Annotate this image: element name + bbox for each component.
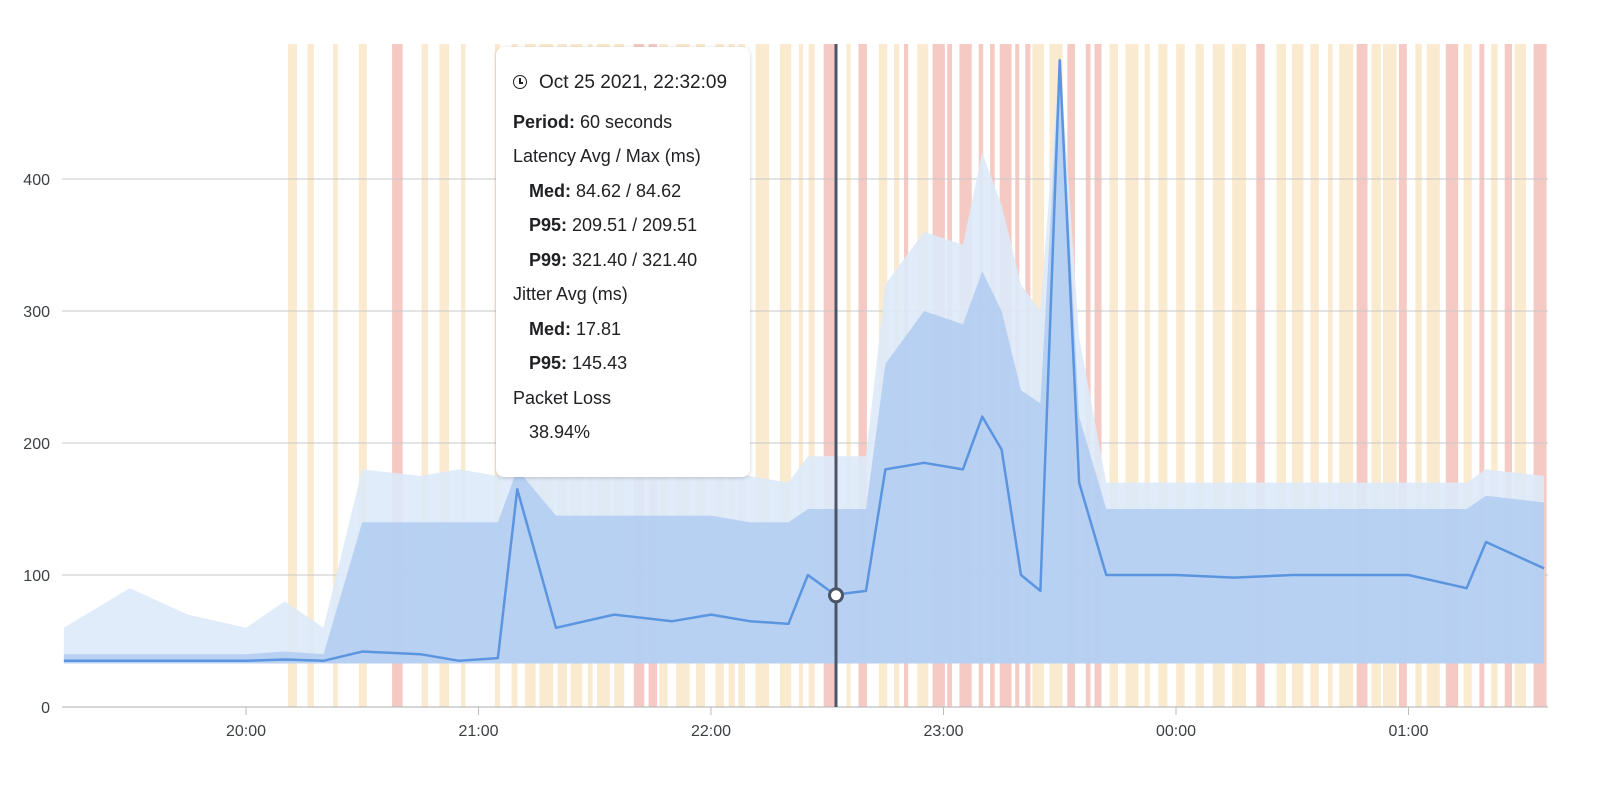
svg-text:400: 400 xyxy=(23,172,50,189)
latency-p95-row: P95: 209.51 / 209.51 xyxy=(513,216,750,251)
hover-tooltip: Oct 25 2021, 22:32:09 Period: 60 seconds… xyxy=(496,47,750,477)
latency-p99-label: P99: xyxy=(529,249,568,270)
svg-text:00:00: 00:00 xyxy=(1156,723,1196,740)
jitter-med-label: Med: xyxy=(529,318,571,339)
latency-header: Latency Avg / Max (ms) xyxy=(513,146,701,166)
svg-text:22:00: 22:00 xyxy=(691,723,731,740)
latency-p95-value: 209.51 / 209.51 xyxy=(572,215,698,235)
packet-loss-value: 38.94% xyxy=(529,422,591,442)
hover-cursor[interactable] xyxy=(828,44,844,707)
tooltip-timestamp-row: Oct 25 2021, 22:32:09 xyxy=(513,73,750,108)
latency-p99-row: P99: 321.40 / 321.40 xyxy=(513,251,750,286)
latency-bands xyxy=(63,53,1545,664)
jitter-p95-value: 145.43 xyxy=(572,353,628,373)
tooltip-timestamp: Oct 25 2021, 22:32:09 xyxy=(539,72,728,93)
packet-loss-header: Packet Loss xyxy=(513,387,612,408)
jitter-p95-row: P95: 145.43 xyxy=(513,354,750,389)
jitter-med-value: 17.81 xyxy=(576,318,622,339)
latency-p99-value: 321.40 / 321.40 xyxy=(572,249,698,270)
median-latency-line xyxy=(63,58,1545,663)
jitter-med-row: Med: 17.81 xyxy=(513,320,750,355)
period-value: 60 seconds xyxy=(580,111,673,132)
jitter-p95-label: P95: xyxy=(529,353,568,373)
clock-icon xyxy=(513,75,527,89)
svg-text:23:00: 23:00 xyxy=(923,723,963,740)
latency-med-row: Med: 84.62 / 84.62 xyxy=(513,182,750,217)
period-label: Period: xyxy=(513,111,576,132)
latency-p95-label: P95: xyxy=(529,215,568,235)
axes: 0 100 200 300 400 20:00 21:00 22:00 23:00 00:00 01… xyxy=(23,172,1548,740)
tooltip-period-row: Period: 60 seconds xyxy=(513,113,750,148)
svg-text:100: 100 xyxy=(23,568,50,585)
svg-text:200: 200 xyxy=(23,436,50,453)
jitter-header: Jitter Avg (ms) xyxy=(513,284,628,304)
svg-text:01:00: 01:00 xyxy=(1388,723,1428,740)
svg-text:20:00: 20:00 xyxy=(226,723,266,740)
svg-text:300: 300 xyxy=(23,304,50,321)
svg-text:21:00: 21:00 xyxy=(458,723,498,740)
latency-med-label: Med: xyxy=(529,180,571,201)
latency-med-value: 84.62 / 84.62 xyxy=(576,180,682,201)
svg-text:0: 0 xyxy=(41,700,50,717)
